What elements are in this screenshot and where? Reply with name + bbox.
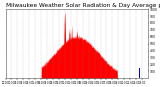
Bar xyxy=(139,68,140,78)
Text: Milwaukee Weather Solar Radiation & Day Average per Minute W/m² (Today): Milwaukee Weather Solar Radiation & Day … xyxy=(6,2,160,8)
